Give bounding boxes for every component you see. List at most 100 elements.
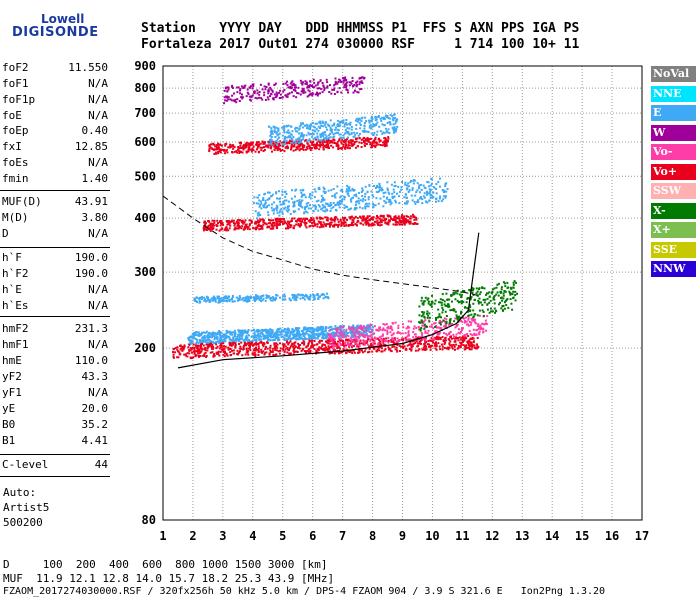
echo-point	[193, 348, 196, 351]
echo-point	[262, 150, 265, 152]
echo-point	[431, 182, 433, 185]
echo-point	[257, 345, 260, 348]
echo-point	[295, 335, 298, 338]
echo-point	[232, 219, 235, 222]
echo-point	[424, 296, 427, 299]
echo-point	[468, 339, 471, 342]
echo-point	[181, 349, 184, 352]
param-row: fxI 12.85	[2, 140, 108, 154]
echo-point	[318, 334, 321, 337]
echo-point	[394, 342, 397, 345]
echo-point	[301, 331, 304, 334]
echo-point	[256, 148, 258, 151]
echo-point	[302, 134, 305, 137]
echo-point	[396, 342, 399, 345]
echo-point	[271, 203, 273, 206]
echo-point	[305, 134, 308, 137]
echo-point	[296, 199, 299, 202]
echo-point	[247, 226, 250, 229]
echo-point	[340, 330, 343, 333]
echo-point	[363, 350, 366, 353]
echo-point	[324, 206, 327, 209]
echo-point	[314, 122, 317, 125]
echo-point	[226, 220, 228, 223]
echo-point	[450, 335, 452, 338]
echo-point	[307, 327, 310, 329]
echo-point	[286, 224, 289, 226]
echo-point	[460, 295, 463, 298]
echo-point	[385, 323, 388, 326]
echo-point	[332, 218, 335, 221]
y-tick-label: 300	[134, 265, 156, 279]
echo-point	[332, 202, 335, 204]
echo-point	[211, 331, 214, 334]
echo-point	[219, 340, 221, 343]
echo-point	[296, 338, 299, 341]
echo-point	[244, 146, 247, 149]
echo-point	[278, 144, 281, 147]
echo-point	[352, 224, 355, 227]
echo-point	[327, 137, 330, 140]
echo-point	[211, 336, 213, 339]
echo-point	[270, 224, 273, 227]
echo-point	[274, 217, 277, 220]
echo-point	[384, 218, 387, 221]
echo-point	[422, 322, 425, 325]
echo-point	[304, 206, 307, 209]
echo-point	[212, 341, 215, 344]
echo-point	[421, 324, 424, 327]
echo-point	[194, 332, 197, 335]
echo-point	[255, 227, 258, 230]
param-row: yE 20.0	[2, 402, 108, 416]
echo-point	[289, 223, 292, 226]
y-tick-label: 400	[134, 211, 156, 225]
echo-point	[298, 347, 301, 350]
echo-point	[255, 202, 258, 205]
echo-point	[285, 136, 288, 139]
param-name: foEp	[2, 124, 29, 137]
echo-point	[305, 222, 308, 225]
echo-point	[235, 220, 238, 223]
param-row: h`Es N/A	[2, 299, 108, 313]
echo-point	[441, 293, 444, 296]
echo-point	[275, 335, 278, 338]
echo-point	[346, 184, 348, 187]
echo-point	[328, 326, 331, 329]
echo-point	[342, 81, 345, 84]
echo-point	[471, 343, 473, 346]
echo-point	[453, 293, 456, 296]
echo-point	[197, 331, 200, 334]
echo-point	[396, 337, 399, 340]
echo-point	[479, 291, 482, 294]
echo-point	[355, 193, 357, 196]
echo-point	[239, 332, 242, 335]
echo-point	[344, 142, 347, 145]
echo-point	[449, 318, 452, 321]
echo-point	[386, 340, 388, 343]
echo-point	[351, 344, 354, 347]
echo-point	[306, 140, 309, 143]
echo-point	[395, 346, 398, 349]
echo-point	[213, 148, 216, 151]
echo-point	[247, 93, 250, 95]
echo-point	[271, 332, 274, 335]
echo-point	[339, 79, 342, 82]
echo-point	[423, 323, 426, 326]
echo-point	[344, 77, 347, 80]
echo-point	[338, 352, 340, 354]
echo-point	[283, 127, 286, 130]
echo-point	[463, 348, 466, 351]
echo-point	[423, 325, 426, 328]
echo-point	[442, 190, 445, 192]
echo-point	[366, 217, 369, 220]
echo-point	[236, 349, 239, 352]
echo-point	[279, 89, 282, 92]
echo-point	[354, 206, 357, 209]
echo-point	[249, 98, 252, 101]
echo-point	[481, 322, 484, 325]
echo-point	[506, 281, 509, 284]
echo-point	[405, 193, 407, 196]
echo-point	[451, 309, 454, 311]
echo-point	[351, 352, 354, 354]
echo-point	[217, 151, 220, 153]
